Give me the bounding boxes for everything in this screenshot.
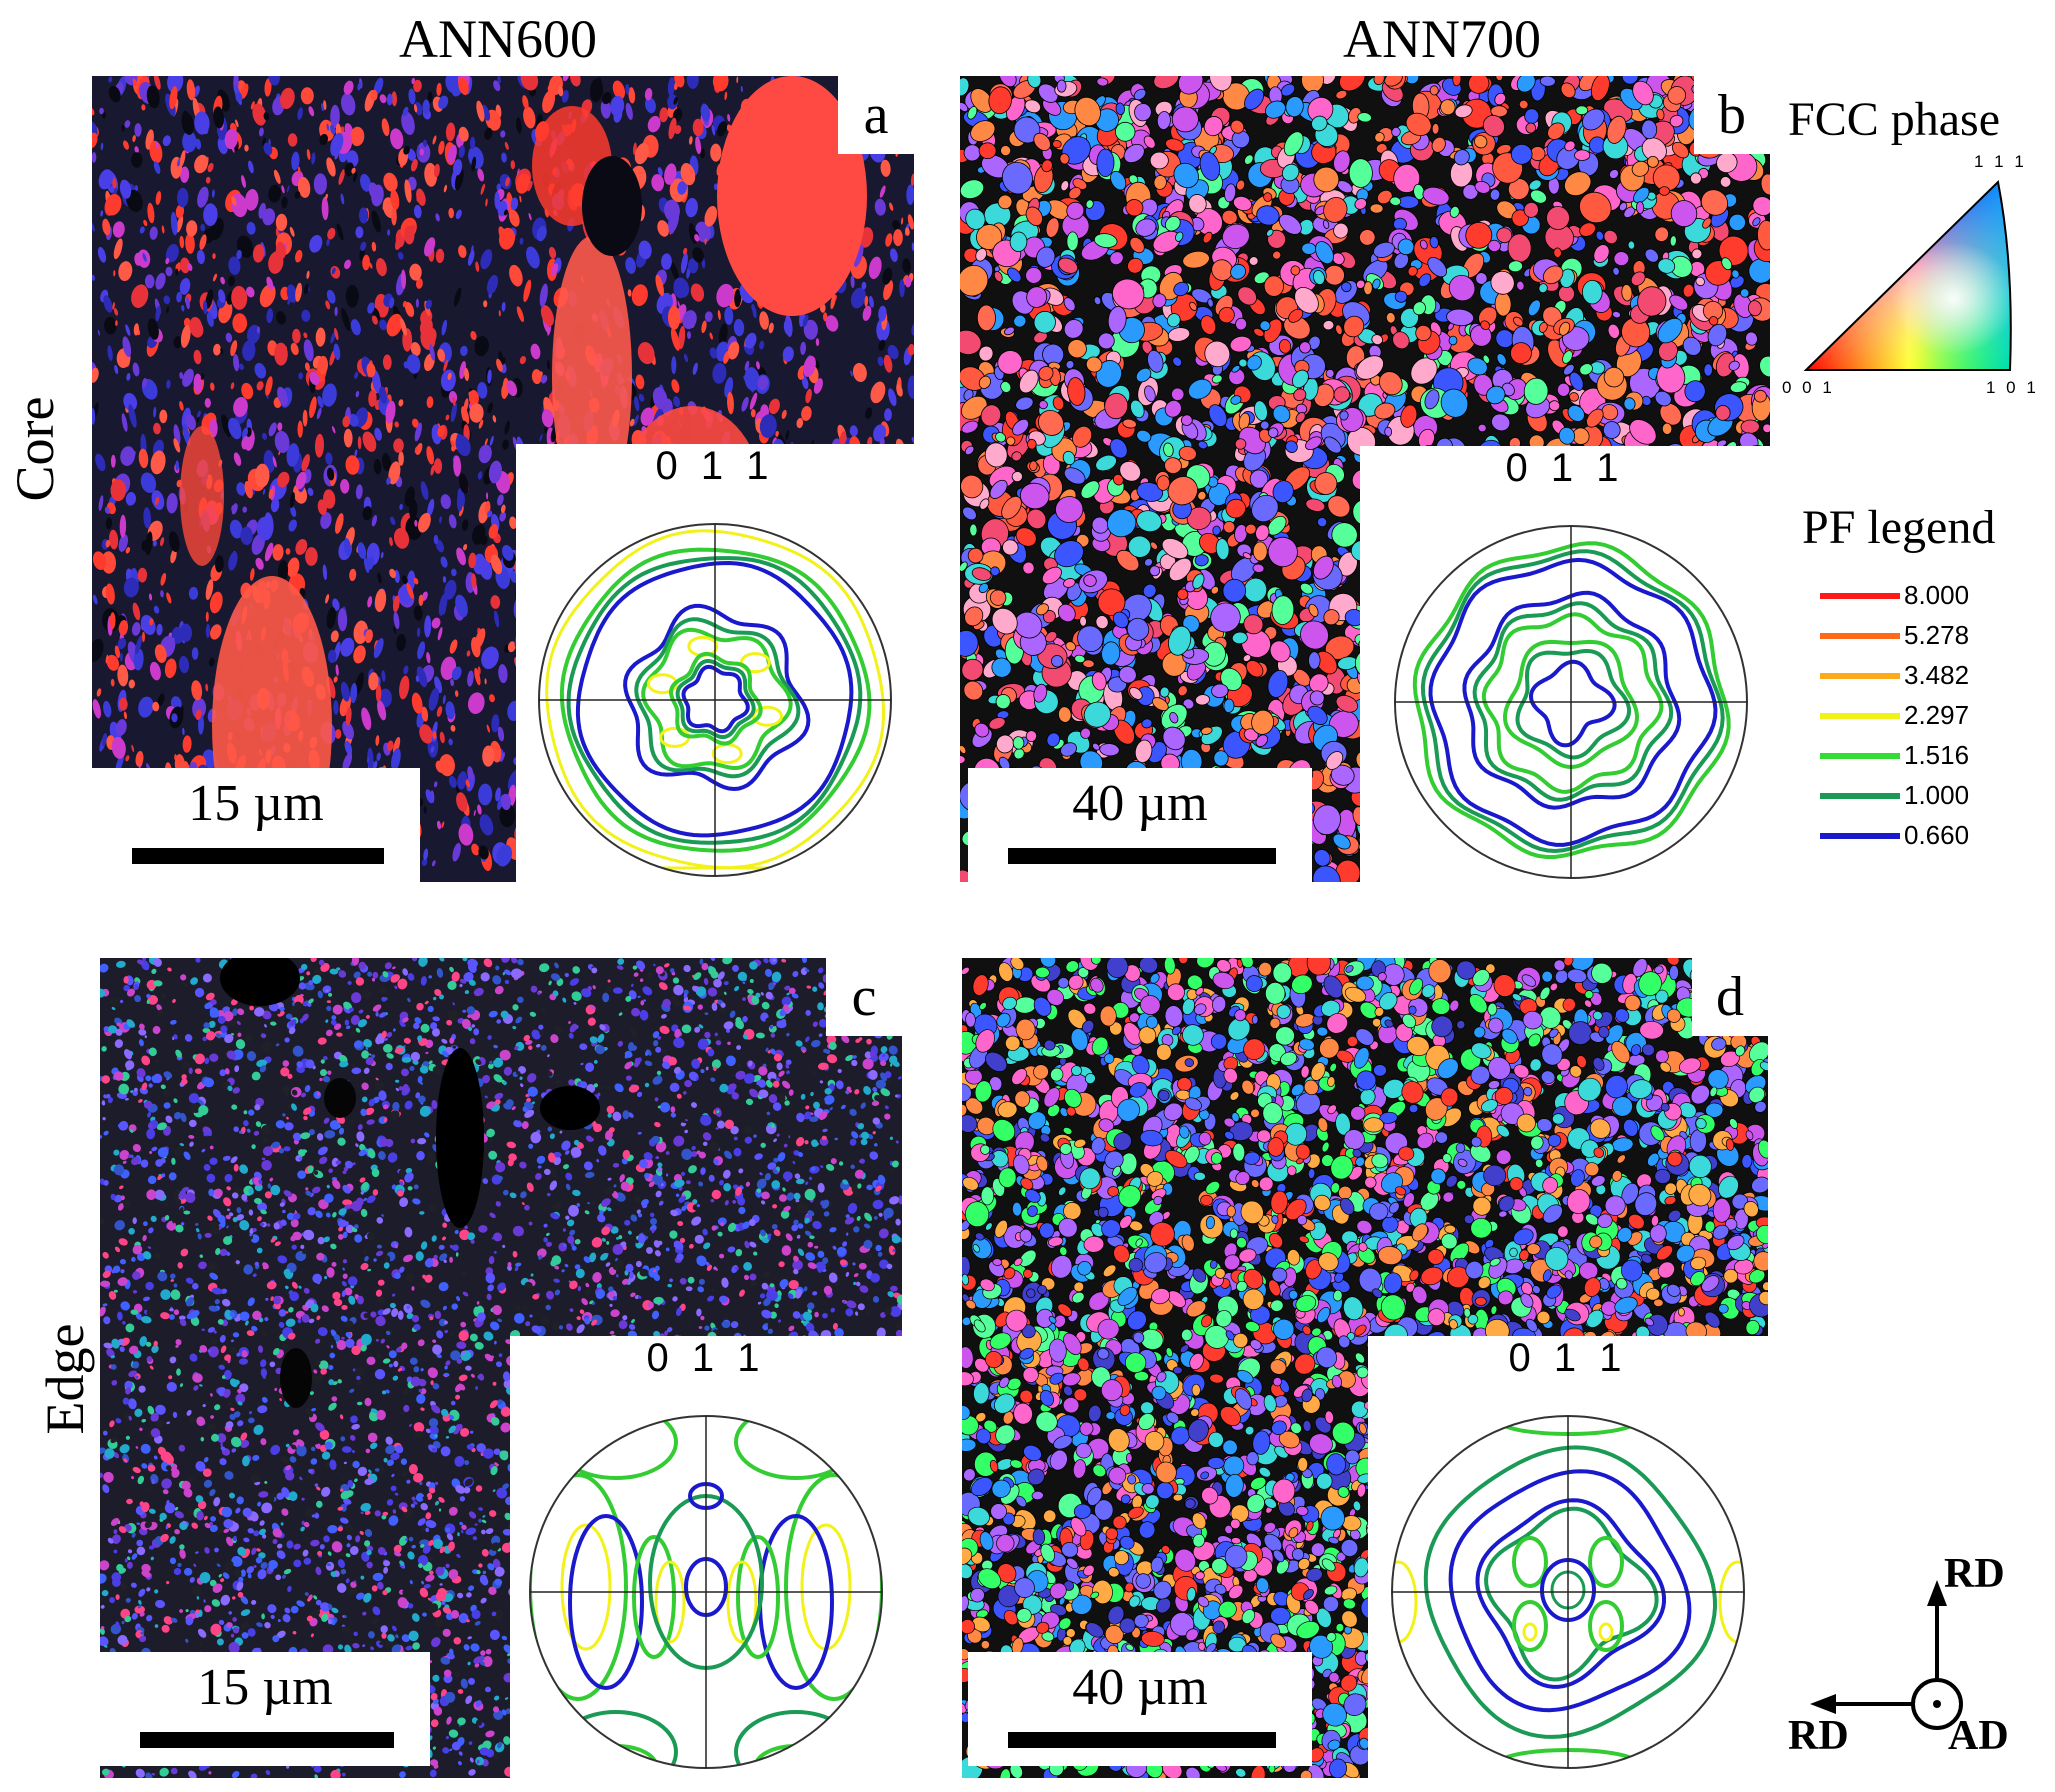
pf-legend-item: 0.660	[1820, 820, 2020, 850]
scale-bar-b: 40 µm	[968, 768, 1312, 882]
pf-legend-swatch	[1820, 793, 1900, 799]
pole-figure-c: 0 1 1	[510, 1336, 902, 1778]
pole-figure-label: 0 1 1	[646, 1336, 766, 1380]
scale-bar-line	[1008, 1732, 1276, 1748]
pf-legend-value: 2.297	[1904, 700, 1970, 730]
column-title-ann700: ANN700	[1343, 9, 1541, 69]
pole-figure-label: 0 1 1	[655, 444, 775, 488]
pf-legend-title: PF legend	[1802, 501, 1996, 554]
ipf-key-title: FCC phase	[1788, 93, 2001, 146]
scale-bar-label: 40 µm	[1072, 775, 1208, 832]
pf-legend-value: 1.516	[1904, 740, 1970, 770]
pole-figure-label: 0 1 1	[1505, 446, 1625, 490]
pf-legend-swatch	[1820, 593, 1900, 599]
scale-bar-line	[140, 1732, 394, 1748]
axis-label-ad: AD	[1948, 1713, 2009, 1759]
pf-legend-item: 1.516	[1820, 740, 2020, 770]
pf-legend-swatch	[1820, 753, 1900, 759]
scale-bar-line	[1008, 848, 1276, 864]
scale-bar-d: 40 µm	[968, 1652, 1312, 1766]
pf-legend-value: 5.278	[1904, 620, 1970, 650]
panel-d-edge-ann700: d 0 1 1 40 µm	[962, 958, 1768, 1778]
pf-legend-swatch	[1820, 833, 1900, 839]
pole-figure-b: 0 1 1	[1360, 446, 1770, 882]
pf-legend-value: 3.482	[1904, 660, 1970, 690]
scale-bar-a: 15 µm	[92, 768, 420, 882]
pf-legend-value: 1.000	[1904, 780, 1970, 810]
pf-legend-value: 8.000	[1904, 580, 1970, 610]
pf-legend-value: 0.660	[1904, 820, 1970, 850]
axis-label-rd-up: RD	[1944, 1551, 2005, 1597]
scale-bar-label: 15 µm	[188, 775, 324, 832]
pf-legend-swatch	[1820, 633, 1900, 639]
ipf-color-triangle	[1803, 179, 2012, 371]
ipf-corner-001: 0 0 1	[1782, 378, 1835, 397]
scale-bar-line	[132, 848, 384, 864]
pole-figure-d: 0 1 1	[1368, 1336, 1768, 1778]
column-title-ann600: ANN600	[399, 9, 597, 69]
sample-axes-icon	[1810, 1580, 1963, 1730]
panel-b-core-ann700: b 0 1 1 40 µm	[960, 76, 1770, 882]
panel-c-edge-ann600: c 0 1 1 15 µm	[100, 958, 902, 1778]
pf-legend-swatch	[1820, 673, 1900, 679]
panel-a-core-ann600: a 0 1 1 15 µm	[92, 76, 914, 882]
row-title-edge: Edge	[35, 1323, 95, 1435]
panel-letter-a: a	[838, 76, 914, 154]
scale-bar-c: 15 µm	[100, 1652, 430, 1766]
pf-legend-item: 1.000	[1820, 780, 2020, 810]
scale-bar-label: 15 µm	[197, 1659, 333, 1716]
panel-letter-c: c	[826, 958, 902, 1036]
pole-figure-a: 0 1 1	[516, 444, 914, 882]
pole-figure-label: 0 1 1	[1508, 1336, 1628, 1380]
axis-label-rd-left: RD	[1788, 1713, 1849, 1759]
pf-legend-item: 3.482	[1820, 660, 2020, 690]
panel-letter-b: b	[1694, 76, 1770, 154]
pf-legend-item: 8.000	[1820, 580, 2020, 610]
pf-legend-swatch	[1820, 713, 1900, 719]
row-title-core: Core	[5, 396, 65, 502]
scale-bar-label: 40 µm	[1072, 1659, 1208, 1716]
panel-letter-d: d	[1692, 958, 1768, 1036]
pf-legend-item: 5.278	[1820, 620, 2020, 650]
ipf-corner-101: 1 0 1	[1986, 378, 2039, 397]
ipf-corner-111: 1 1 1	[1974, 152, 2027, 171]
pf-legend-item: 2.297	[1820, 700, 2020, 730]
